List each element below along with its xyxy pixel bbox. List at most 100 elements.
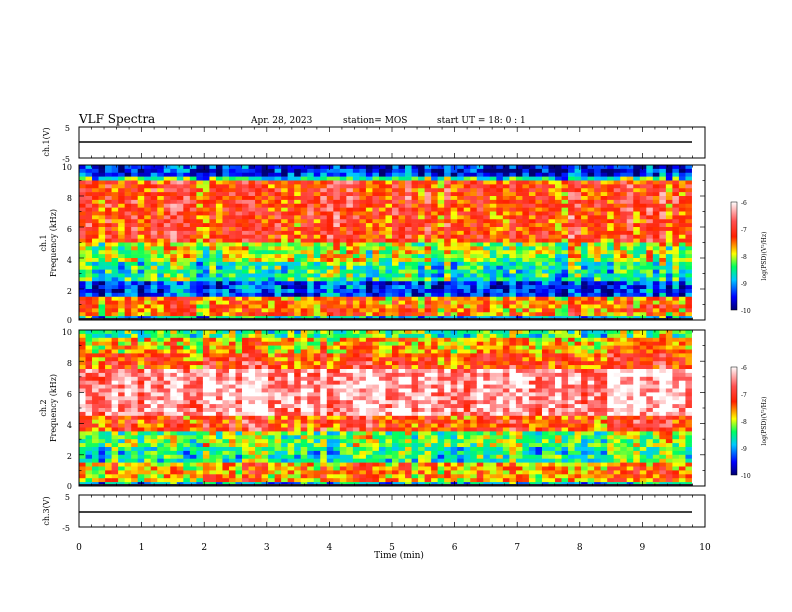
spectrogram-cell <box>163 349 171 354</box>
spectrogram-cell <box>209 165 217 170</box>
spectrogram-cell <box>691 296 699 301</box>
spectrogram-cell <box>215 330 223 335</box>
spectrogram-cell <box>209 199 217 205</box>
spectrogram-cell <box>698 230 706 236</box>
spectrogram-cell <box>496 207 504 212</box>
spectrogram-cell <box>183 361 191 366</box>
spectrogram-cell <box>437 242 445 247</box>
spectrogram-cell <box>646 242 654 247</box>
spectrogram-cell <box>528 242 536 247</box>
spectrogram-cell <box>222 261 230 267</box>
spectrogram-cell <box>620 312 628 317</box>
spectrogram-cell <box>626 203 634 208</box>
spectrogram-cell <box>646 289 654 294</box>
spectrogram-cell <box>313 180 321 185</box>
spectrogram-cell <box>574 254 582 259</box>
spectrogram-cell <box>372 304 380 309</box>
spectrogram-cell <box>411 219 419 224</box>
spectrogram-cell <box>189 361 197 366</box>
spectrogram-cell <box>235 203 243 208</box>
spectrogram-cell <box>522 238 530 243</box>
spectrogram-cell <box>333 304 341 309</box>
spectrogram-cell <box>639 168 647 174</box>
spectrogram-cell <box>202 376 210 381</box>
spectrogram-cell <box>92 400 99 405</box>
spectrogram-cell <box>118 337 125 342</box>
spectrogram-cell <box>320 176 328 181</box>
spectrogram-cell <box>600 277 608 282</box>
spectrogram-cell <box>183 289 191 294</box>
spectrogram-cell <box>150 261 158 267</box>
spectrogram-cell <box>300 215 308 220</box>
spectrogram-cell <box>359 308 367 313</box>
spectrogram-cell <box>457 234 465 239</box>
spectrogram-cell <box>118 454 125 459</box>
spectrogram-cell <box>215 454 223 459</box>
spectrogram-cell <box>242 180 249 185</box>
spectrogram-cell <box>235 396 243 401</box>
spectrogram-cell <box>196 308 204 313</box>
spectrogram-cell <box>202 404 210 409</box>
spectrogram-cell <box>626 238 634 243</box>
spectrogram-cell <box>607 281 615 286</box>
spectrogram-cell <box>222 192 230 197</box>
spectrogram-cell <box>607 192 615 197</box>
spectrogram-cell <box>163 180 171 185</box>
spectrogram-cell <box>535 227 543 232</box>
spectrogram-cell <box>352 254 360 259</box>
spectrogram-cell <box>202 219 210 224</box>
spectrogram-cell <box>339 180 347 185</box>
spectrogram-cell <box>568 254 575 259</box>
spectrogram-cell <box>131 384 138 389</box>
spectrogram-cell <box>248 300 256 305</box>
spectrogram-cell <box>528 296 536 301</box>
spectrogram-cell <box>555 277 562 282</box>
spectrogram-cell <box>228 462 236 467</box>
spectrogram-cell <box>202 292 210 298</box>
spectrogram-cell <box>248 337 256 342</box>
spectrogram-cell <box>131 176 138 181</box>
spectrogram-cell <box>659 227 667 232</box>
spectrogram-cell <box>242 435 249 440</box>
spectrogram-cell <box>150 431 158 436</box>
spectrogram-cell <box>157 384 165 389</box>
spectrogram-cell <box>215 435 223 440</box>
spectrogram-cell <box>131 380 138 385</box>
spectrogram-cell <box>639 211 647 216</box>
spectrogram-cell <box>613 265 621 270</box>
spectrogram-cell <box>170 330 178 335</box>
spectrogram-cell <box>496 300 504 305</box>
spectrogram-cell <box>261 219 269 224</box>
spectrogram-cell <box>633 207 641 212</box>
spectrogram-cell <box>189 168 197 174</box>
spectrogram-cell <box>85 199 93 205</box>
spectrogram-cell <box>209 376 217 381</box>
spectrogram-cell <box>326 246 334 251</box>
spectrogram-cell <box>502 203 510 208</box>
spectrogram-cell <box>118 411 125 417</box>
spectrogram-cell <box>457 211 465 216</box>
spectrogram-cell <box>463 246 471 251</box>
spectrogram-cell <box>105 308 112 313</box>
spectrogram-cell <box>313 273 321 278</box>
spectrogram-cell <box>215 265 223 270</box>
spectrogram-cell <box>209 308 217 313</box>
spectrogram-cell <box>444 196 451 201</box>
spectrogram-cell <box>698 184 706 189</box>
spectrogram-cell <box>685 312 693 317</box>
spectrogram-cell <box>131 215 138 220</box>
spectrogram-cell <box>483 304 491 309</box>
spectrogram-cell <box>307 196 315 201</box>
spectrogram-cell <box>222 312 230 317</box>
spectrogram-cell <box>470 199 478 205</box>
spectrogram-cell <box>248 415 256 420</box>
spectrogram-cell <box>137 258 145 263</box>
spectrogram-cell <box>307 219 315 224</box>
spectrogram-cell <box>131 308 138 313</box>
spectrogram-cell <box>346 281 354 286</box>
spectrogram-cell <box>144 470 152 475</box>
spectrogram-cell <box>424 223 432 228</box>
spectrogram-cell <box>392 176 399 181</box>
spectrogram-cell <box>581 258 588 263</box>
